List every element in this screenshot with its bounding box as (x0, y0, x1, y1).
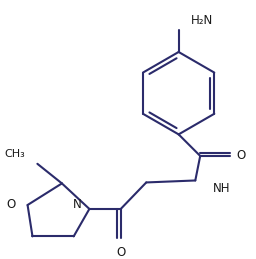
Text: N: N (73, 198, 81, 212)
Text: O: O (237, 149, 246, 162)
Text: O: O (116, 246, 125, 258)
Text: H₂N: H₂N (190, 14, 213, 27)
Text: O: O (7, 198, 16, 212)
Text: CH₃: CH₃ (5, 149, 26, 159)
Text: NH: NH (213, 182, 230, 195)
